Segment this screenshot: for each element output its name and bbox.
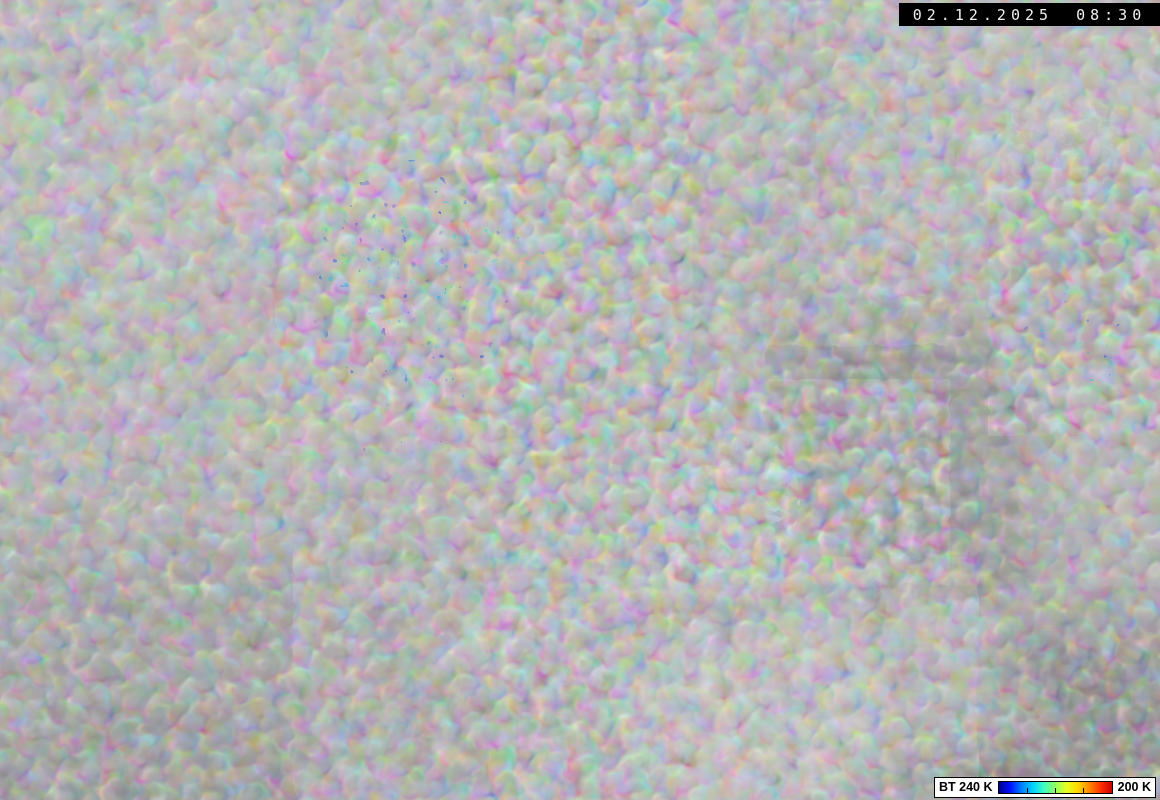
colorbar-legend: BT 240 K 200 K bbox=[934, 777, 1156, 798]
timestamp-text: 02.12.2025 08:30 bbox=[912, 5, 1147, 24]
scattered-cold-specks bbox=[1, 1, 1152, 589]
colorbar-tick bbox=[1055, 788, 1057, 793]
legend-min-label: BT 240 K bbox=[939, 780, 993, 795]
legend-max-label: 200 K bbox=[1117, 780, 1151, 795]
storm-system-northwest bbox=[0, 0, 470, 338]
convection-bottom-center bbox=[595, 610, 902, 800]
colorbar-gradient bbox=[997, 781, 1113, 794]
colorbar-tick bbox=[1026, 788, 1028, 793]
speckles-center-right bbox=[722, 425, 885, 539]
colorbar-tick bbox=[1083, 788, 1085, 793]
speckled-convective-spiral bbox=[306, 160, 557, 482]
speckle-clusters-east bbox=[722, 225, 1160, 539]
timestamp-overlay: 02.12.2025 08:30 bbox=[899, 3, 1160, 26]
frontal-band-cold-streaks bbox=[536, 81, 647, 629]
